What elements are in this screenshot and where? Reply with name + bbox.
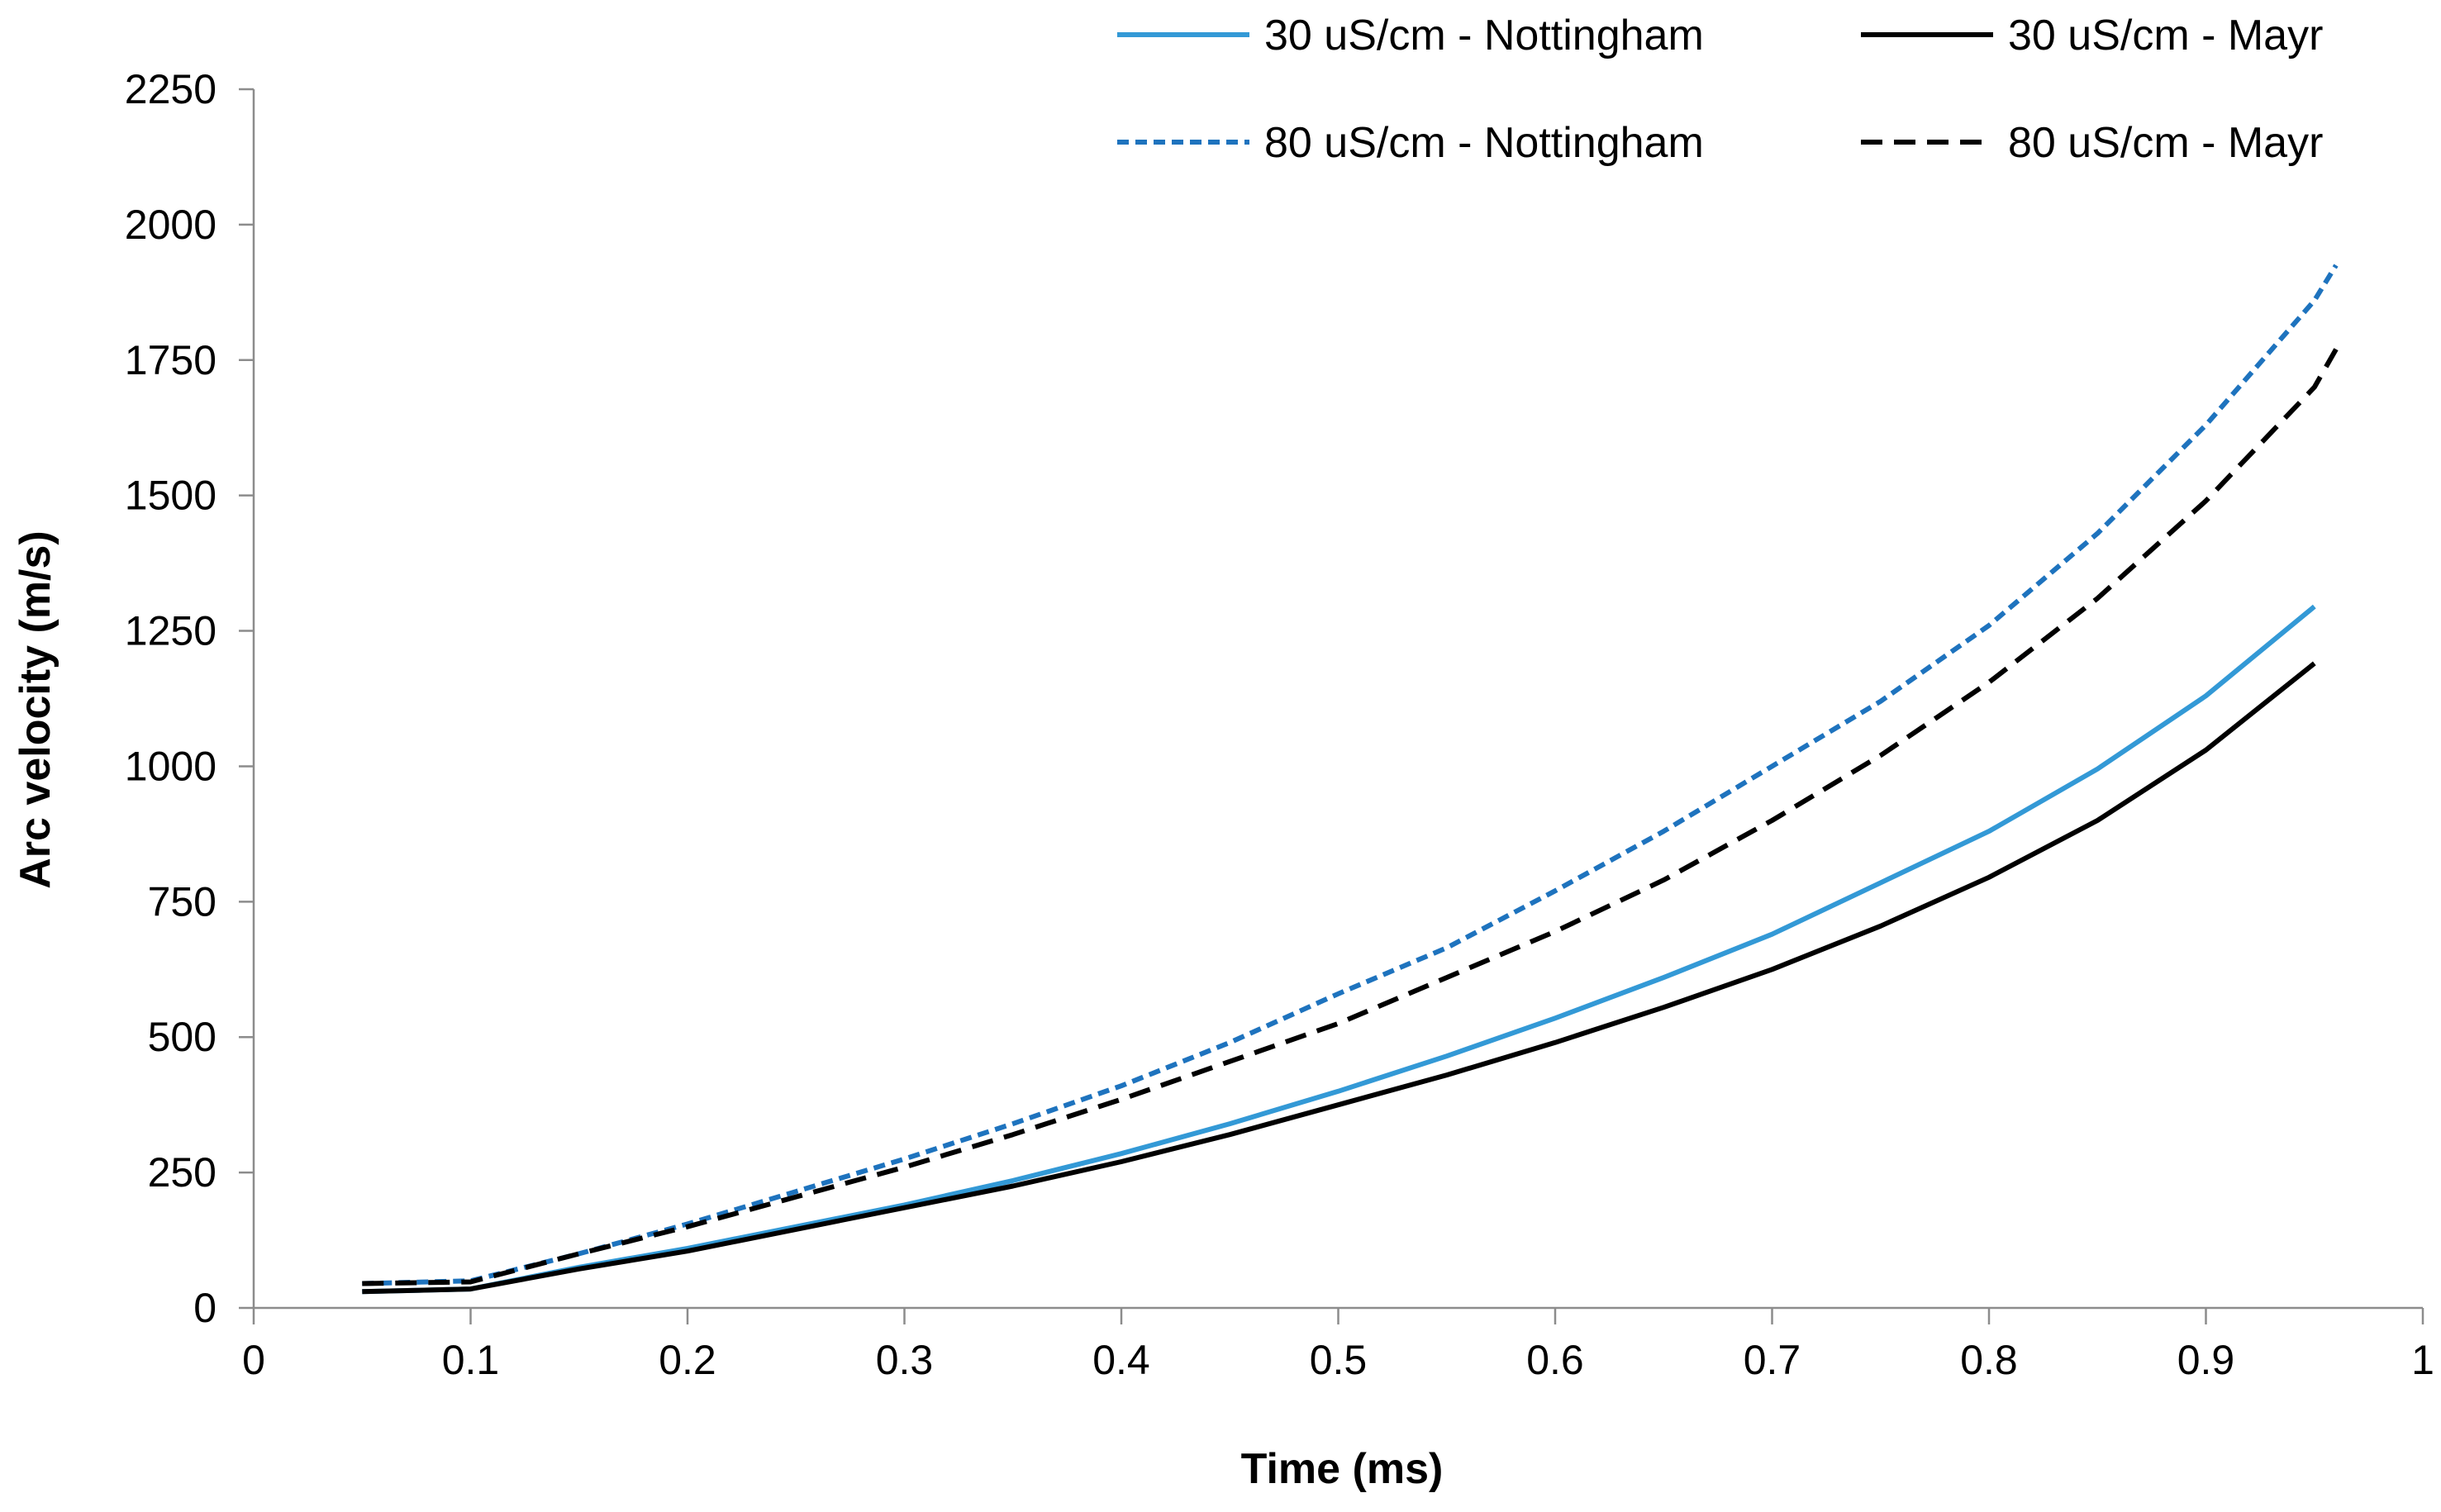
x-tick-label: 0.8 <box>1960 1337 2018 1383</box>
series-lines <box>362 264 2339 1295</box>
y-tick-label: 500 <box>148 1014 217 1060</box>
y-tick-label: 1500 <box>125 473 217 519</box>
y-tick-label: 750 <box>148 878 217 925</box>
y-tick-label: 1000 <box>125 743 217 789</box>
x-tick-label: 0.7 <box>1744 1337 1801 1383</box>
y-axis-title: Arc velocity (m/s) <box>12 530 59 889</box>
y-tick-label: 2250 <box>125 66 217 112</box>
series-line-0 <box>362 604 2316 1295</box>
legend-label-3: 80 uS/cm - Mayr <box>2008 119 2323 167</box>
x-axis-title: Time (ms) <box>1241 1445 1444 1493</box>
x-tick-label: 0.4 <box>1092 1337 1150 1383</box>
legend-label-2: 80 uS/cm - Nottingham <box>1264 119 1704 167</box>
legend-label-1: 30 uS/cm - Mayr <box>2008 12 2323 59</box>
x-tick-label: 0.2 <box>659 1337 716 1383</box>
y-tick-label: 0 <box>193 1285 217 1331</box>
axes: 0 250 500 750 1000 1250 1500 1750 2000 2250 0 0.1 0.… <box>125 66 2434 1383</box>
series-line-3 <box>362 348 2339 1286</box>
y-tick-label: 1250 <box>125 608 217 654</box>
x-tick-label: 0.5 <box>1310 1337 1368 1383</box>
x-tick-label: 0.1 <box>442 1337 500 1383</box>
x-tick-label: 0 <box>242 1337 265 1383</box>
x-tick-label: 1 <box>2411 1337 2434 1383</box>
x-tick-label: 0.9 <box>2177 1337 2235 1383</box>
legend: 30 uS/cm - Nottingham 30 uS/cm - Mayr 80 u… <box>1117 12 2323 167</box>
y-tick-label: 1750 <box>125 337 217 383</box>
y-tick-label: 2000 <box>125 202 217 248</box>
x-tick-label: 0.6 <box>1526 1337 1584 1383</box>
x-tick-label: 0.3 <box>876 1337 934 1383</box>
y-tick-label: 250 <box>148 1149 217 1196</box>
series-line-1 <box>362 661 2316 1295</box>
legend-label-0: 30 uS/cm - Nottingham <box>1264 12 1704 59</box>
series-line-2 <box>362 264 2339 1286</box>
